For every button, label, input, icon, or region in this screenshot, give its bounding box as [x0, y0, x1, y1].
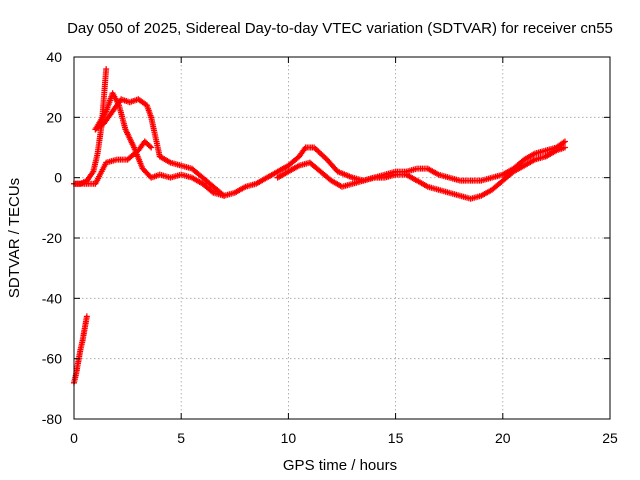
data-point — [148, 144, 155, 151]
data-point — [103, 66, 110, 73]
y-tick-label: 20 — [46, 109, 62, 125]
x-tick-label: 10 — [281, 430, 297, 446]
y-tick-label: -40 — [42, 290, 62, 306]
x-tick-label: 15 — [388, 430, 404, 446]
x-axis-label: GPS time / hours — [283, 457, 397, 474]
y-tick-label: -80 — [42, 411, 62, 427]
x-tick-label: 20 — [495, 430, 511, 446]
x-tick-label: 0 — [70, 430, 78, 446]
y-tick-label: 0 — [54, 170, 62, 186]
x-axis-ticks: 0 5 10 15 20 25 — [70, 57, 618, 446]
grid-lines — [74, 57, 610, 419]
chart-title: Day 050 of 2025, Sidereal Day-to-day VTE… — [67, 20, 613, 37]
y-axis-ticks: -80 -60 -40 -20 0 20 40 — [42, 49, 610, 427]
data-point — [146, 143, 153, 150]
data-point — [561, 138, 568, 145]
y-axis-label: SDTVAR / TECUs — [6, 178, 23, 298]
data-point — [83, 313, 90, 320]
data-point — [209, 188, 216, 195]
data-points — [71, 66, 568, 386]
y-tick-label: 40 — [46, 49, 62, 65]
x-tick-label: 5 — [177, 430, 185, 446]
x-tick-label: 25 — [602, 430, 618, 446]
y-tick-label: -60 — [42, 351, 62, 367]
data-point — [561, 144, 568, 151]
y-tick-label: -20 — [42, 230, 62, 246]
